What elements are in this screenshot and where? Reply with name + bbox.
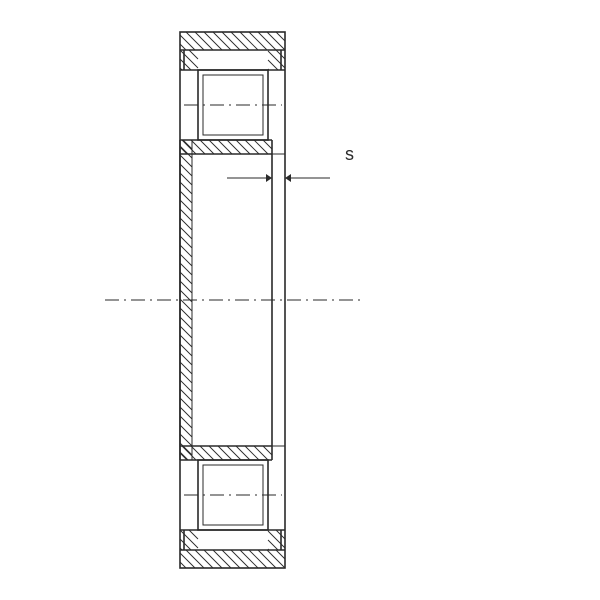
clearance-label: s (345, 144, 354, 164)
